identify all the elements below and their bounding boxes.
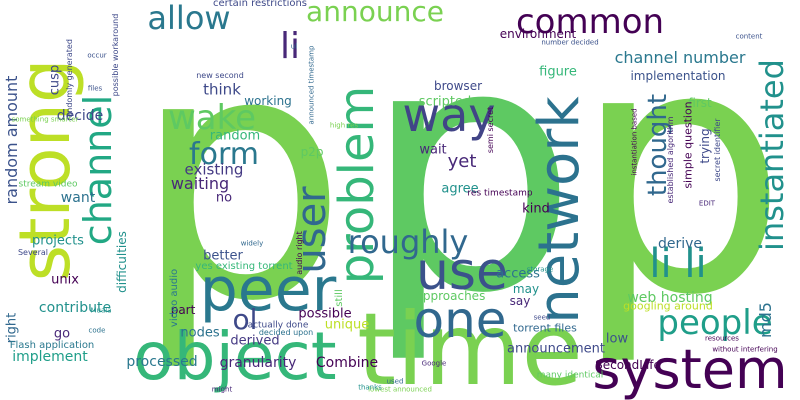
cloud-word: announce <box>306 0 444 26</box>
cloud-word: Others claim <box>407 73 464 82</box>
cloud-word: Several <box>18 249 48 257</box>
cloud-word: roughly <box>348 226 469 258</box>
cloud-word: wait Wake <box>448 172 484 179</box>
cloud-word: code <box>89 328 106 335</box>
cloud-word: scripted <box>419 96 471 109</box>
cloud-word: random <box>210 130 260 143</box>
cloud-word: derive <box>658 237 702 251</box>
cloud-word: Flash application <box>10 341 95 351</box>
cloud-word: kind <box>522 203 550 216</box>
cloud-word: nodes <box>180 327 219 340</box>
cloud-word: googling around <box>623 301 713 312</box>
cloud-word: processed <box>126 355 197 369</box>
cloud-word: yes existing torrent <box>195 262 292 272</box>
cloud-word: wait <box>419 144 446 157</box>
cloud-word: secret identifier <box>714 118 722 181</box>
cloud-word: go <box>54 328 70 341</box>
cloud-word: Approaches <box>415 290 486 302</box>
cloud-word: unique <box>325 319 370 332</box>
cloud-word: announcement <box>507 343 605 356</box>
cloud-word: certain restrictions <box>213 0 307 9</box>
cloud-word: randomly generated <box>66 39 74 121</box>
cloud-word: no <box>216 192 232 205</box>
cloud-word: may <box>513 283 539 295</box>
cloud-word: seed <box>534 315 551 322</box>
cloud-word: right <box>6 313 19 344</box>
cloud-word: possible workaround <box>112 14 120 97</box>
cloud-word: say <box>510 295 531 307</box>
cloud-word: Google <box>422 361 447 368</box>
cloud-word: figure <box>539 66 577 79</box>
cloud-word: number decided <box>541 40 598 47</box>
cloud-word: established algorithm <box>667 116 675 203</box>
cloud-word: something smarter <box>12 117 79 124</box>
cloud-word: think <box>203 83 241 98</box>
cloud-word: occur <box>87 53 106 60</box>
cloud-word: res timestamp <box>467 190 532 199</box>
cloud-word: new second <box>196 72 244 80</box>
cloud-word: video audio <box>170 269 180 327</box>
cloud-word: working <box>244 95 292 107</box>
cloud-word: want <box>61 191 95 205</box>
cloud-word: storage <box>527 267 554 274</box>
cloud-word: many identical <box>537 372 604 381</box>
cloud-word: decided upon <box>259 329 313 337</box>
cloud-word: announced timestamp <box>309 46 316 125</box>
cloud-word: p2p <box>301 146 324 158</box>
cloud-word: might <box>212 387 232 394</box>
cloud-word: thanks <box>358 385 382 392</box>
cloud-word: projects <box>32 235 84 248</box>
cloud-word: instantiated <box>756 59 788 251</box>
cloud-word: cusp <box>49 65 62 95</box>
cloud-word: stream video <box>19 181 78 190</box>
cloud-word: implementation <box>630 70 725 82</box>
cloud-word: files <box>88 86 102 93</box>
cloud-word: high res <box>330 123 358 130</box>
cloud-word: semi secret <box>487 107 495 153</box>
cloud-word: without interfering <box>712 347 777 354</box>
cloud-word: resources <box>705 336 739 343</box>
cloud-word: still <box>335 289 345 306</box>
cloud-word: widely <box>241 241 264 248</box>
cloud-word: md5 <box>758 302 774 338</box>
cloud-word: granularity <box>220 356 297 370</box>
cloud-word: instantiation based <box>632 108 639 175</box>
cloud-word: unix <box>51 274 79 287</box>
cloud-word: EDIT <box>699 201 715 208</box>
cloud-word: implement <box>12 350 88 364</box>
cloud-word: difficulties <box>116 231 128 293</box>
cloud-word: yet <box>448 153 477 171</box>
cloud-word: trying <box>699 128 711 163</box>
cloud-word: Combine <box>316 356 378 370</box>
cloud-word: SecondLife <box>595 359 661 371</box>
cloud-word: ul <box>291 44 297 51</box>
cloud-word: channel number <box>615 50 746 66</box>
cloud-word: browser <box>434 80 482 92</box>
cloud-word: simple question <box>683 101 694 188</box>
cloud-word: audio right <box>296 231 304 275</box>
cloud-word: content <box>736 34 763 41</box>
cloud-word: Muala <box>91 308 112 315</box>
cloud-word: torrent files <box>513 323 577 334</box>
cloud-word: used <box>387 379 404 386</box>
cloud-word: low <box>606 333 628 346</box>
